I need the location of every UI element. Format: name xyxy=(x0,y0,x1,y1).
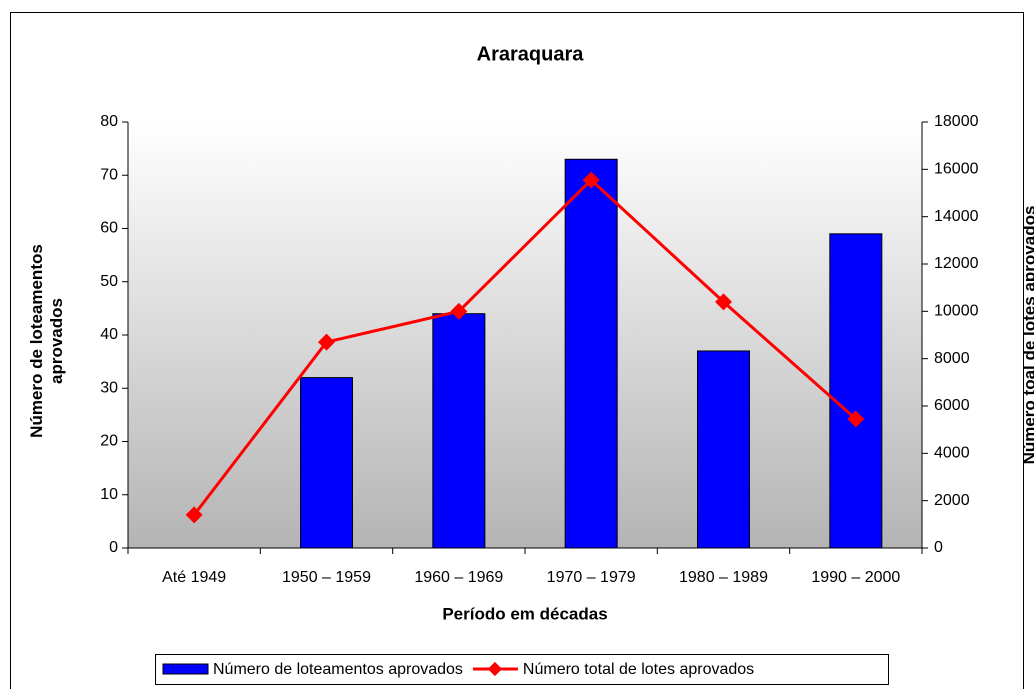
bar xyxy=(300,377,353,549)
y-tick-label: 20 xyxy=(100,433,118,450)
x-axis-label: Período em décadas xyxy=(442,604,607,623)
marker xyxy=(185,506,203,524)
y2-tick-label: 14000 xyxy=(934,208,979,225)
x-tick-label: Até 1949 xyxy=(162,569,226,586)
y-tick-label: 50 xyxy=(100,273,118,290)
y2-tick-label: 10000 xyxy=(934,303,979,320)
y2-tick-label: 12000 xyxy=(934,255,979,272)
legend-box xyxy=(155,654,889,685)
x-tick-label: 1980 – 1989 xyxy=(679,569,768,586)
x-tick-label: 1990 – 2000 xyxy=(811,569,900,586)
y2-tick-label: 6000 xyxy=(934,397,970,414)
marker xyxy=(715,293,732,311)
plot-area xyxy=(128,122,922,548)
y2-tick-label: 4000 xyxy=(934,445,970,462)
y-tick-label: 0 xyxy=(109,539,118,556)
y-tick-label: 80 xyxy=(100,113,118,130)
y-tick-label: 30 xyxy=(100,379,118,396)
y-tick-label: 10 xyxy=(100,486,118,503)
bar xyxy=(829,233,883,549)
marker xyxy=(450,302,468,320)
bar xyxy=(697,350,750,549)
y-tick-label: 40 xyxy=(100,326,118,343)
y2-tick-label: 0 xyxy=(934,539,943,556)
marker xyxy=(582,171,600,189)
legend-label: Número total de lotes aprovados xyxy=(523,661,754,678)
y2-tick-label: 16000 xyxy=(934,161,979,178)
chart-title: Araraquara xyxy=(477,43,585,65)
x-tick-label: 1950 – 1959 xyxy=(282,569,371,586)
legend-swatch xyxy=(162,663,209,675)
y2-tick-label: 8000 xyxy=(934,350,970,367)
y-tick-label: 70 xyxy=(100,166,118,183)
y2-axis-label: Número toal de lotes aprovados xyxy=(1020,205,1034,465)
legend-swatch xyxy=(487,661,502,677)
x-tick-label: 1970 – 1979 xyxy=(547,569,636,586)
bar xyxy=(564,158,618,549)
y2-tick-label: 18000 xyxy=(934,113,979,130)
marker xyxy=(847,410,865,428)
legend-label: Número de loteamentos aprovados xyxy=(213,661,463,678)
bar xyxy=(432,313,486,549)
line xyxy=(192,177,857,516)
y-axis-label: Número de loteamentos aprovados xyxy=(27,244,66,438)
marker xyxy=(318,333,335,351)
y-tick-label: 60 xyxy=(100,220,118,237)
y2-tick-label: 2000 xyxy=(934,492,970,509)
x-tick-label: 1960 – 1969 xyxy=(414,569,503,586)
